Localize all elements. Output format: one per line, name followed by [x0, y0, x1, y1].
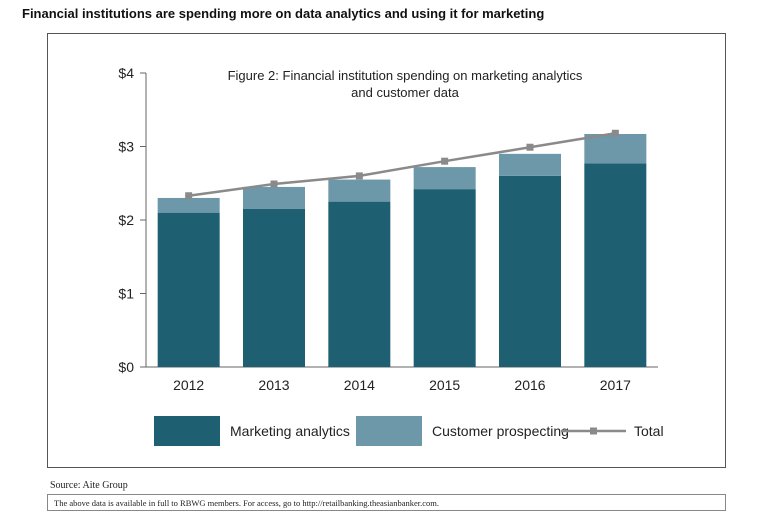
source-note: Source: Aite Group [50, 480, 128, 491]
access-note: The above data is available in full to R… [47, 494, 726, 511]
bar-customer-prospecting [413, 167, 476, 190]
x-tick-label: 2014 [344, 377, 375, 393]
bar-customer-prospecting [157, 197, 220, 213]
legend-label-total: Total [634, 423, 664, 439]
total-marker [441, 157, 449, 165]
total-marker [185, 192, 193, 200]
legend-marker-total [590, 427, 597, 435]
bar-marketing-analytics [413, 189, 476, 367]
total-marker [526, 143, 534, 151]
legend-swatch-prospecting [356, 416, 422, 446]
total-marker [270, 180, 278, 188]
total-marker [611, 129, 619, 137]
chart-svg: Figure 2: Financial institution spending… [118, 65, 664, 446]
y-tick-label: $4 [118, 65, 134, 81]
y-tick-label: $2 [118, 212, 134, 228]
bar-marketing-analytics [157, 212, 220, 367]
x-tick-label: 2015 [429, 377, 460, 393]
legend-label-marketing: Marketing analytics [230, 423, 350, 439]
y-tick-label: $1 [118, 286, 134, 302]
chart-frame: Figure 2: Financial institution spending… [47, 33, 726, 468]
bar-marketing-analytics [584, 163, 647, 367]
x-tick-label: 2017 [600, 377, 631, 393]
x-tick-label: 2013 [258, 377, 289, 393]
legend-swatch-marketing [154, 416, 220, 446]
chart-title-line: and customer data [351, 85, 459, 100]
x-tick-label: 2012 [173, 377, 204, 393]
total-marker [355, 172, 363, 180]
legend-label-prospecting: Customer prospecting [432, 423, 569, 439]
bar-customer-prospecting [243, 186, 305, 209]
page-headline: Financial institutions are spending more… [22, 6, 545, 21]
y-tick-label: $3 [118, 139, 134, 155]
bar-customer-prospecting [499, 153, 561, 176]
bar-marketing-analytics [243, 208, 305, 367]
total-line [188, 132, 616, 197]
y-tick-label: $0 [118, 359, 134, 375]
bar-marketing-analytics [499, 175, 561, 367]
chart-title-line: Figure 2: Financial institution spending… [228, 68, 583, 83]
bar-marketing-analytics [328, 201, 391, 367]
bar-customer-prospecting [328, 179, 391, 202]
bar-customer-prospecting [584, 134, 647, 164]
x-tick-label: 2016 [514, 377, 545, 393]
